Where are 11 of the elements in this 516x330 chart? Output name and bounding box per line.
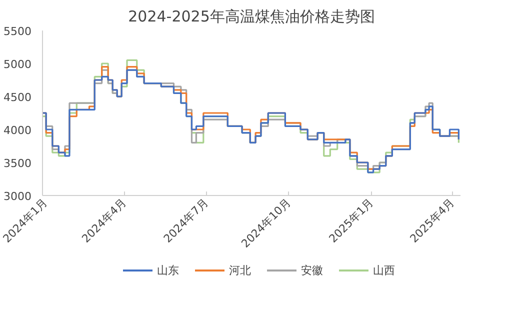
y-tick-label: 4500: [4, 91, 32, 104]
chart-title: 2024-2025年高温煤焦油价格走势图: [128, 8, 375, 26]
y-tick-label: 3000: [4, 190, 32, 203]
legend-label: 河北: [229, 262, 251, 278]
y-tick-label: 4000: [4, 124, 32, 137]
y-tick-label: 3500: [4, 157, 32, 170]
legend-label: 山西: [373, 262, 395, 278]
legend-label: 安徽: [301, 262, 323, 278]
legend-label: 山东: [157, 262, 179, 278]
y-tick-label: 5000: [4, 58, 32, 71]
y-tick-label: 5500: [4, 25, 32, 38]
